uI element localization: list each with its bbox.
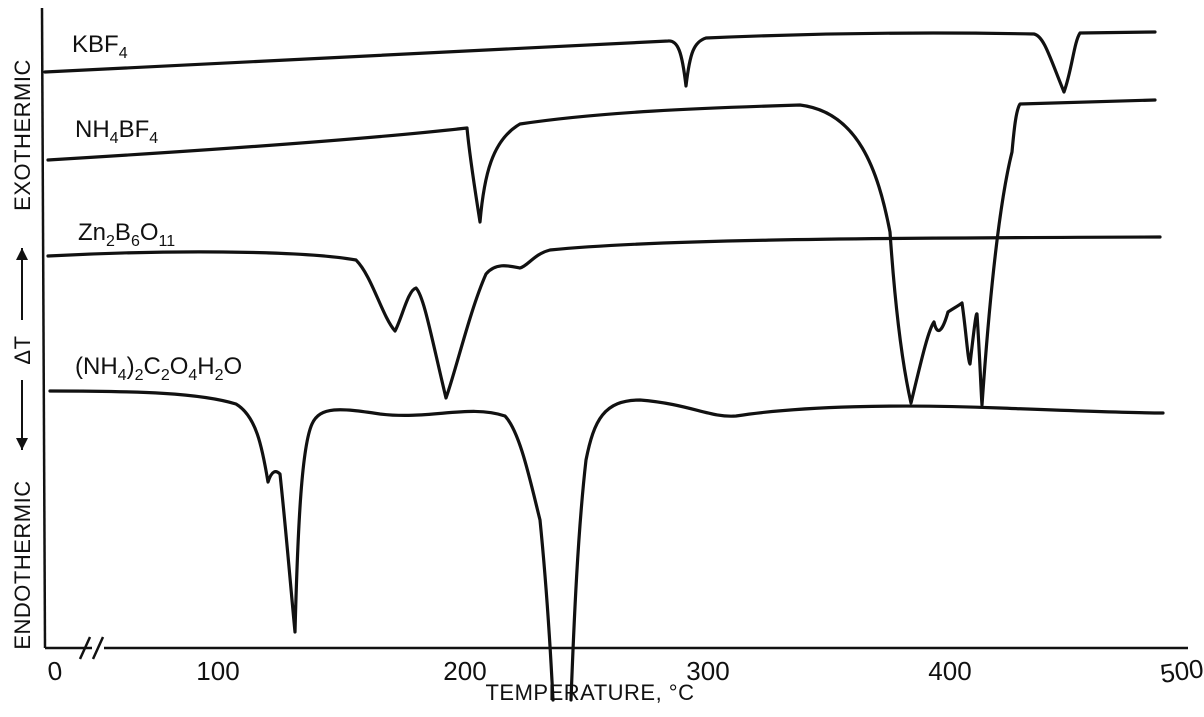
y-axis-line (40, 7, 47, 649)
y-arrow-up-icon (16, 248, 28, 260)
x-axis-title: TEMPERATURE, °C (485, 680, 694, 705)
x-tick-label-0: 0 (46, 655, 65, 687)
y-label-endothermic: ENDOTHERMIC (10, 480, 35, 649)
x-tick-label-200: 200 (443, 656, 486, 686)
y-arrow-down-icon (16, 438, 28, 450)
y-label-delta-t: ΔT (10, 335, 35, 364)
series-label-ammonium-oxalate: (NH4)2C2O4H2O (75, 353, 242, 384)
curve-nh4bf4 (46, 98, 1157, 407)
x-tick-label-300: 300 (686, 656, 729, 686)
series-label-kbf4: KBF4 (72, 31, 128, 62)
axis-break-icon (78, 636, 105, 660)
series-label-zn2b6o11: Zn2B6O11 (78, 219, 175, 250)
x-tick-label-100: 100 (196, 656, 239, 686)
curve-ammonium-oxalate (48, 389, 1165, 702)
x-tick-label-500: 500 (1158, 653, 1204, 689)
curve-zn2b6o11 (46, 235, 1162, 400)
y-label-exothermic: EXOTHERMIC (10, 59, 35, 211)
series-label-nh4bf4: NH4BF4 (75, 116, 158, 147)
curve-kbf4 (43, 30, 1157, 94)
x-tick-labels: 0 100 200 300 400 500 (46, 653, 1204, 689)
x-tick-label-400: 400 (928, 656, 971, 686)
